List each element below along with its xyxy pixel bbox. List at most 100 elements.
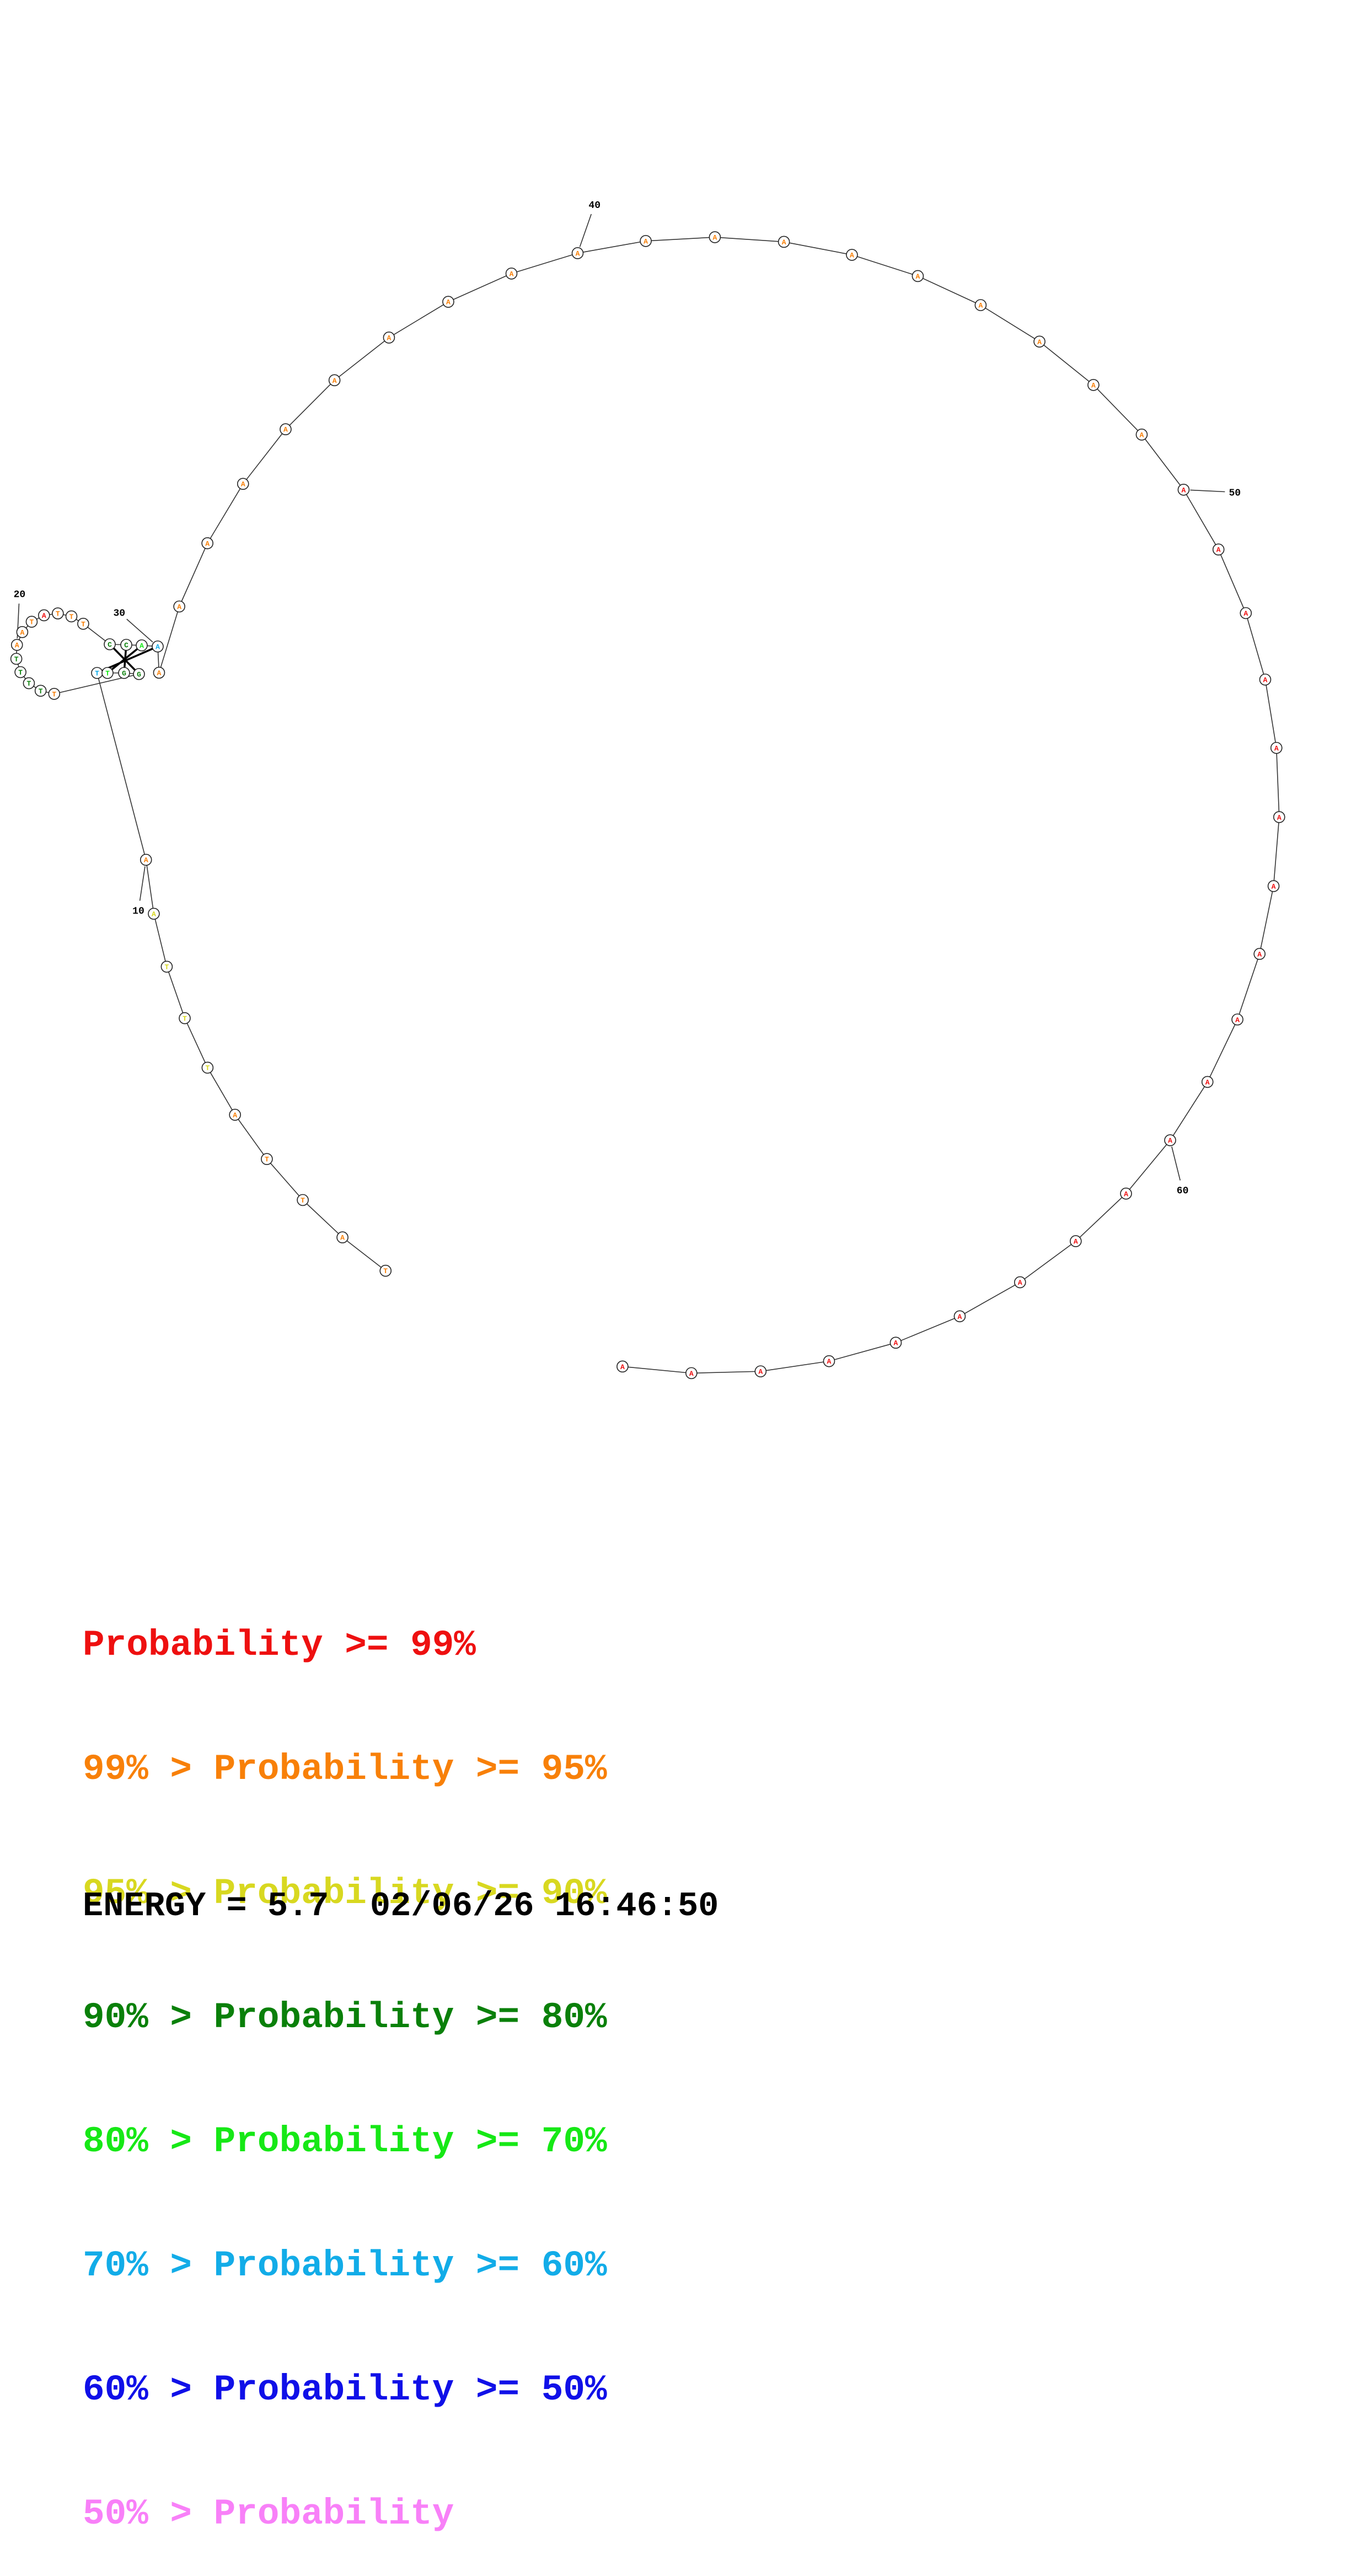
nucleotide: A bbox=[889, 1337, 902, 1349]
nucleotide: A bbox=[953, 1310, 966, 1323]
energy-label: ENERGY = 5.7 02/06/26 16:46:50 bbox=[83, 1886, 719, 1926]
legend-row-80: 90% > Probability >= 80% bbox=[83, 1997, 607, 2038]
legend-row-60: 70% > Probability >= 60% bbox=[83, 2245, 607, 2286]
nucleotide-letter: A bbox=[20, 628, 24, 637]
nucleotide-circle bbox=[1177, 483, 1190, 496]
position-ticks: 10 20 30 40 50 60 bbox=[14, 200, 1241, 1196]
backbone-segment bbox=[166, 966, 185, 1019]
legend-row-below-50: 50% > Probability bbox=[83, 2493, 607, 2535]
backbone-segment bbox=[389, 301, 449, 338]
nucleotide-letter: A bbox=[620, 1363, 625, 1371]
backbone-segment bbox=[1275, 747, 1280, 817]
nucleotide: A bbox=[10, 639, 23, 651]
nucleotide-circle bbox=[379, 1264, 392, 1277]
backbone-segment bbox=[760, 1360, 829, 1372]
nucleotide: A bbox=[16, 626, 29, 638]
nucleotide-letter: A bbox=[144, 856, 148, 864]
nucleotide: A bbox=[846, 249, 858, 261]
nucleotide-circle bbox=[118, 667, 130, 679]
nucleotide-circle bbox=[104, 638, 116, 650]
backbone-segment bbox=[334, 337, 389, 381]
nucleotide-circle bbox=[1087, 379, 1100, 391]
nucleotide: T bbox=[179, 1012, 191, 1024]
nucleotide: A bbox=[912, 270, 924, 282]
nucleotide-letter: A bbox=[1205, 1078, 1210, 1087]
nucleotide-circle bbox=[14, 666, 26, 678]
nucleotide-circle bbox=[1201, 1076, 1214, 1088]
backbone-segment bbox=[918, 275, 981, 306]
nucleotide: A bbox=[153, 666, 165, 679]
nucleotide: A bbox=[1087, 379, 1100, 391]
nucleotide-circle bbox=[77, 618, 89, 630]
nucleotide: A bbox=[1201, 1076, 1214, 1088]
nucleotide-letter: A bbox=[205, 539, 210, 548]
legend-row-95: 99% > Probability >= 95% bbox=[83, 1749, 607, 1790]
nucleotide-circle bbox=[23, 677, 35, 690]
nucleotide: A bbox=[1259, 674, 1272, 686]
backbone-segment bbox=[1259, 886, 1274, 954]
nucleotide-circle bbox=[685, 1367, 698, 1380]
nucleotide: A bbox=[974, 299, 987, 311]
legend-row-prefix: 70% > bbox=[83, 2245, 214, 2286]
nucleotide: T bbox=[379, 1264, 392, 1277]
nucleotide: T bbox=[10, 653, 23, 665]
nucleotide-letter: A bbox=[1018, 1279, 1022, 1287]
nucleotide: A bbox=[328, 374, 341, 387]
nucleotide-circle bbox=[640, 235, 652, 247]
nucleotide: A bbox=[148, 907, 160, 920]
legend-row-prefix: 60% > bbox=[83, 2369, 214, 2411]
nucleotide-circle bbox=[140, 853, 152, 866]
backbone-segment bbox=[184, 1018, 208, 1068]
nucleotide-circle bbox=[571, 247, 584, 259]
legend-row-90: 95% > Probability >= 90% bbox=[83, 1873, 607, 1914]
backbone-segment bbox=[1039, 341, 1094, 386]
nucleotide: A bbox=[1212, 543, 1225, 555]
nucleotide-circle bbox=[65, 610, 78, 623]
nucleotide: A bbox=[505, 268, 518, 280]
nucleotide: A bbox=[140, 853, 152, 866]
backbone-segment bbox=[1093, 384, 1143, 435]
backbone-segment bbox=[1020, 1241, 1076, 1283]
nucleotide-circle bbox=[1070, 1235, 1082, 1247]
backbone-segment bbox=[285, 380, 335, 430]
nucleotide-letter: A bbox=[916, 272, 920, 281]
position-label: 50 bbox=[1229, 488, 1241, 499]
nucleotide-letter: A bbox=[1074, 1238, 1078, 1246]
nucleotide: A bbox=[201, 537, 213, 549]
nucleotide-letter: A bbox=[689, 1370, 694, 1378]
nucleotide: A bbox=[1177, 483, 1190, 496]
backbone-segment bbox=[1170, 1081, 1208, 1141]
nucleotide-circle bbox=[778, 236, 790, 248]
nucleotide-letter: A bbox=[1140, 431, 1144, 439]
nucleotide: G bbox=[118, 667, 130, 679]
backbone-segment bbox=[1264, 679, 1277, 748]
nucleotide-circle bbox=[1270, 742, 1283, 754]
nucleotide-letter: A bbox=[1091, 381, 1096, 389]
backbone-segment bbox=[1141, 434, 1184, 490]
nucleotide-letter: A bbox=[894, 1339, 898, 1348]
nucleotide-letter: A bbox=[782, 238, 786, 247]
backbone-segment bbox=[622, 1366, 691, 1374]
nucleotide-letter: A bbox=[42, 612, 46, 620]
backbone-segment bbox=[1207, 1019, 1238, 1082]
position-tick bbox=[579, 213, 592, 247]
nucleotide: A bbox=[1240, 607, 1252, 619]
nucleotide: A bbox=[1273, 811, 1285, 824]
nucleotide-letter: A bbox=[1216, 546, 1221, 554]
position-label: 20 bbox=[14, 589, 26, 600]
nucleotide: T bbox=[48, 688, 61, 700]
nucleotide: A bbox=[617, 1360, 629, 1373]
nucleotide-circle bbox=[1014, 1276, 1026, 1289]
nucleotide: T bbox=[91, 667, 103, 679]
position-label: 30 bbox=[113, 608, 125, 619]
backbone-segment bbox=[1075, 1193, 1127, 1242]
nucleotide-circle bbox=[1273, 811, 1285, 824]
nucleotide-circle bbox=[173, 600, 185, 613]
position-tick bbox=[1171, 1146, 1181, 1181]
nucleotide-letter: T bbox=[165, 963, 169, 971]
nucleotide-circle bbox=[201, 537, 213, 549]
nucleotide-letter: C bbox=[108, 641, 112, 649]
legend-row-label: Probability bbox=[213, 2493, 454, 2535]
nucleotide: T bbox=[101, 667, 114, 679]
legend-row-prefix: 90% > bbox=[83, 1997, 214, 2038]
